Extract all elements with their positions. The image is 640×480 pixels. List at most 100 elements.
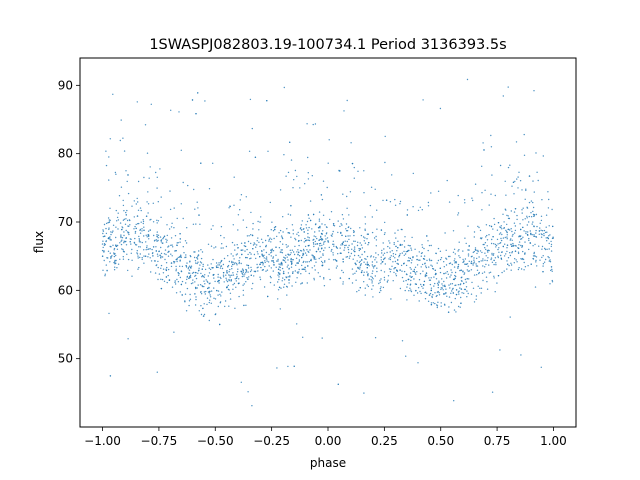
data-point — [422, 284, 425, 286]
data-point — [144, 255, 147, 257]
data-point — [203, 303, 205, 305]
data-point — [482, 265, 484, 267]
data-point — [160, 246, 162, 249]
data-point — [236, 264, 238, 266]
data-point — [229, 274, 231, 277]
data-point — [549, 261, 552, 263]
data-point — [142, 219, 144, 221]
data-point — [301, 264, 303, 267]
data-point — [478, 256, 480, 258]
data-point — [462, 258, 464, 261]
data-point — [419, 290, 421, 293]
data-point — [527, 234, 529, 236]
data-point — [235, 277, 238, 280]
data-point — [152, 202, 154, 204]
data-point — [363, 392, 365, 394]
data-point — [517, 187, 519, 189]
data-point — [534, 255, 536, 257]
data-point — [156, 219, 158, 221]
data-point — [246, 248, 248, 251]
data-point — [123, 234, 125, 237]
data-point — [300, 283, 302, 285]
data-point — [127, 174, 129, 176]
data-point — [511, 251, 514, 253]
data-point — [287, 259, 289, 261]
data-point — [360, 271, 363, 273]
data-point — [166, 234, 168, 237]
data-point — [286, 246, 288, 248]
data-point — [332, 254, 334, 256]
data-point — [439, 258, 442, 261]
data-point — [215, 246, 217, 248]
data-point — [541, 230, 544, 232]
data-point — [357, 241, 359, 243]
data-point — [468, 270, 471, 272]
data-point — [323, 249, 325, 252]
data-point — [540, 215, 543, 217]
data-point — [522, 258, 525, 261]
data-point — [124, 223, 127, 225]
data-point — [351, 282, 354, 284]
data-point — [435, 272, 437, 275]
data-point — [364, 237, 366, 239]
data-point — [306, 239, 308, 241]
data-point — [307, 265, 309, 267]
data-point — [229, 268, 231, 271]
data-point — [213, 297, 215, 299]
data-point — [189, 276, 191, 278]
data-point — [280, 263, 283, 265]
data-point — [105, 222, 108, 225]
data-point — [499, 226, 501, 228]
data-point — [348, 277, 350, 280]
data-point — [146, 201, 148, 203]
data-point — [283, 86, 285, 89]
data-point — [359, 287, 361, 289]
data-point — [295, 281, 297, 283]
data-point — [350, 142, 352, 144]
data-point — [348, 214, 350, 216]
data-point — [425, 272, 428, 274]
data-point — [231, 274, 233, 276]
data-point — [389, 271, 392, 273]
data-point — [397, 259, 399, 261]
data-point — [504, 236, 506, 239]
data-point — [298, 244, 300, 247]
data-point — [179, 265, 181, 267]
data-point — [463, 282, 465, 285]
data-point — [493, 217, 495, 220]
data-point — [273, 284, 275, 286]
data-point — [271, 260, 273, 262]
data-point — [239, 199, 241, 201]
data-point — [398, 254, 401, 257]
data-point — [520, 238, 522, 240]
data-point — [463, 199, 466, 201]
data-point — [276, 260, 278, 262]
x-tick-label: 0.25 — [371, 434, 398, 448]
data-point — [528, 239, 530, 242]
data-point — [105, 264, 108, 266]
data-point — [388, 240, 390, 242]
data-point — [423, 255, 426, 257]
data-point — [114, 260, 116, 263]
data-point — [491, 238, 493, 241]
data-point — [261, 250, 263, 252]
data-point — [532, 206, 535, 209]
data-point — [290, 252, 292, 254]
data-point — [237, 214, 240, 216]
data-point — [442, 289, 444, 291]
data-point — [460, 269, 462, 271]
data-point — [170, 226, 173, 228]
data-point — [290, 159, 293, 161]
data-point — [434, 302, 436, 305]
x-axis-label: phase — [310, 456, 346, 470]
data-point — [168, 279, 171, 281]
data-point — [363, 274, 365, 276]
data-point — [190, 255, 192, 258]
data-point — [457, 305, 460, 308]
data-point — [150, 260, 153, 262]
data-point — [308, 272, 310, 275]
data-point — [148, 177, 150, 179]
data-point — [277, 271, 280, 274]
data-point — [383, 271, 386, 273]
data-point — [342, 218, 345, 220]
